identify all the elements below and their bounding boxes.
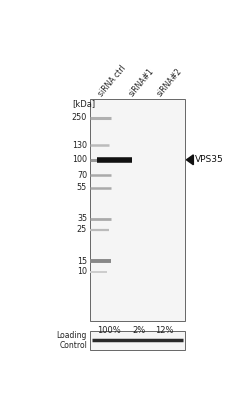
Text: 35: 35 (77, 214, 87, 223)
Text: siRNA#2: siRNA#2 (155, 66, 184, 98)
Text: 70: 70 (77, 171, 87, 180)
Text: 10: 10 (77, 267, 87, 276)
Text: 55: 55 (77, 183, 87, 192)
Text: 12%: 12% (155, 326, 173, 335)
Text: 2%: 2% (133, 326, 146, 335)
Text: siRNA ctrl: siRNA ctrl (96, 63, 127, 98)
Bar (90, 99, 185, 320)
Text: Loading
Control: Loading Control (57, 331, 87, 350)
Text: 250: 250 (72, 113, 87, 122)
Text: 25: 25 (77, 225, 87, 234)
Text: 15: 15 (77, 257, 87, 266)
Text: VPS35: VPS35 (195, 155, 223, 164)
Text: [kDa]: [kDa] (72, 99, 96, 108)
Text: 130: 130 (72, 141, 87, 150)
Text: 100%: 100% (97, 326, 121, 335)
Polygon shape (186, 155, 193, 165)
Text: 100: 100 (72, 155, 87, 164)
Text: siRNA#1: siRNA#1 (128, 66, 156, 98)
Bar (90, 331, 185, 350)
